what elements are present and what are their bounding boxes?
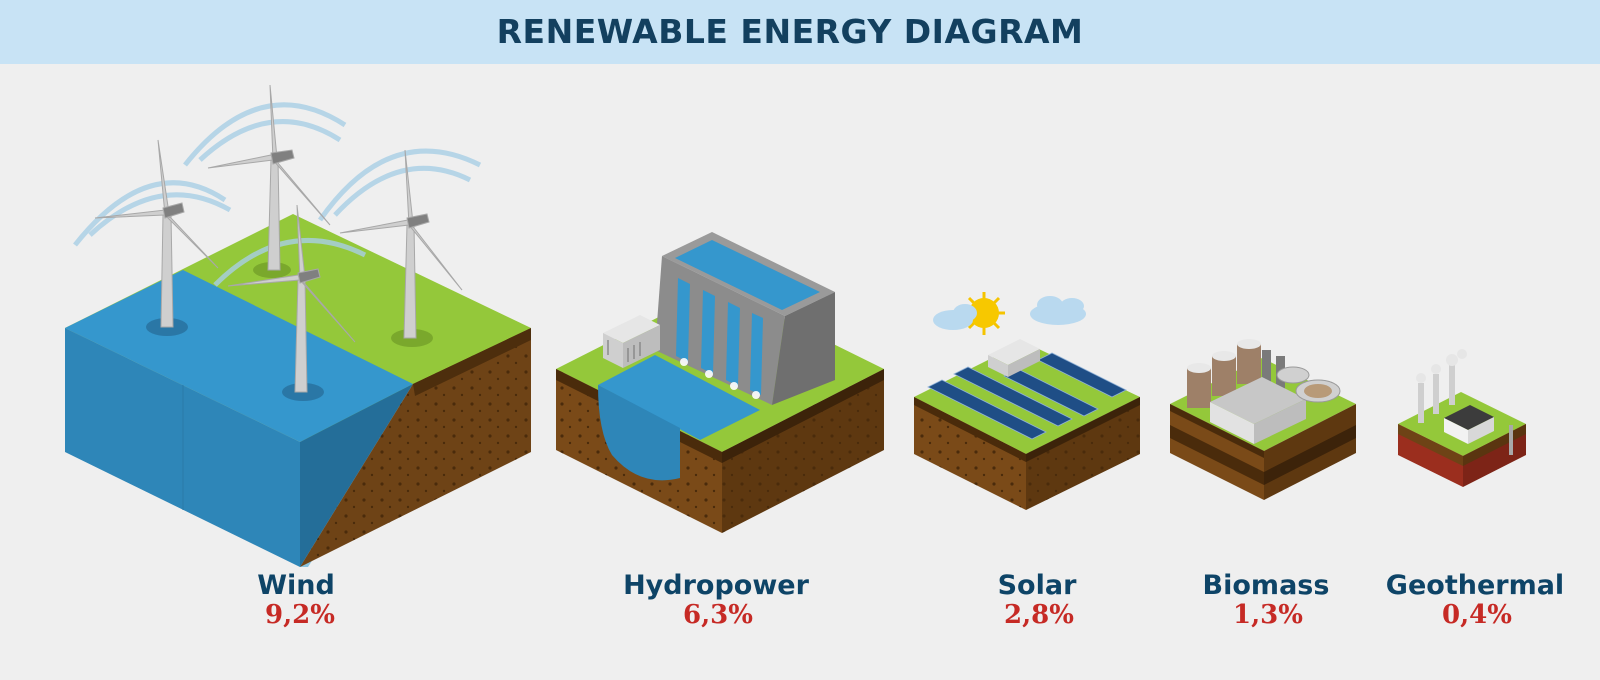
source-percent-hydropower: 6,3%	[683, 600, 753, 630]
biomass-plant-icon	[1170, 339, 1356, 500]
page-title: RENEWABLE ENERGY DIAGRAM	[496, 12, 1084, 51]
source-percent-solar: 2,8%	[1004, 600, 1074, 630]
source-label-geothermal: Geothermal	[1385, 570, 1565, 601]
solar-farm-icon	[914, 292, 1140, 510]
hydro-dam-icon	[556, 232, 884, 533]
source-percent-geothermal: 0,4%	[1442, 600, 1512, 630]
wind-farm-icon	[65, 84, 531, 567]
source-label-solar: Solar	[997, 570, 1077, 601]
source-percent-biomass: 1,3%	[1233, 600, 1303, 630]
geothermal-plant-icon	[1398, 349, 1526, 487]
source-label-wind: Wind	[257, 570, 335, 601]
source-label-hydropower: Hydropower	[623, 570, 809, 601]
header-bar	[0, 0, 1600, 64]
source-percent-wind: 9,2%	[265, 600, 335, 630]
source-label-biomass: Biomass	[1202, 570, 1330, 601]
